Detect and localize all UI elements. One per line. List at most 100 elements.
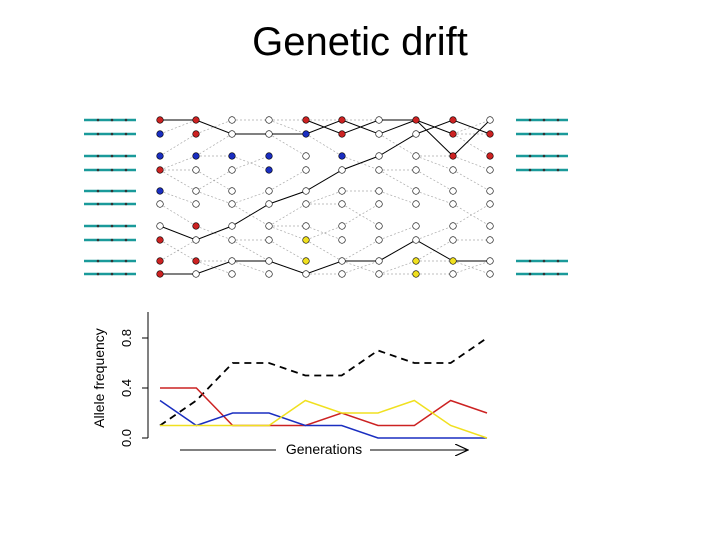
- right-bar-dot: [528, 272, 532, 276]
- left-bar-dot: [96, 202, 100, 206]
- y-axis-label: Allele frequency: [91, 328, 107, 428]
- white-allele-dot: [486, 257, 494, 265]
- left-bar-dot: [124, 238, 128, 242]
- right-bar-dot: [542, 272, 546, 276]
- white-allele-dot: [486, 116, 494, 124]
- left-bar-dot: [96, 189, 100, 193]
- red-allele-dot: [156, 166, 164, 174]
- white-allele-dot: [449, 270, 457, 278]
- left-bar-dot: [110, 272, 114, 276]
- red-allele-dot: [412, 116, 420, 124]
- right-bar-dot: [528, 118, 532, 122]
- red-allele-dot: [156, 257, 164, 265]
- red-allele-dot: [302, 116, 310, 124]
- white-allele-dot: [265, 116, 273, 124]
- grey-lineage-line: [378, 225, 417, 241]
- white-allele-dot: [192, 187, 200, 195]
- right-bar-dot: [528, 168, 532, 172]
- white-allele-dot: [265, 222, 273, 230]
- left-bar-dot: [110, 168, 114, 172]
- y-ticks: 0.0 0.4 0.8: [119, 329, 148, 447]
- blue-allele-dot: [156, 130, 164, 138]
- blue-allele-dot: [228, 152, 236, 160]
- grey-lineage-line: [195, 190, 233, 205]
- red-allele-dot: [192, 222, 200, 230]
- white-allele-dot: [192, 166, 200, 174]
- right-bar-dot: [542, 132, 546, 136]
- white-allele-dot: [412, 200, 420, 208]
- grey-lineage-line: [268, 133, 307, 157]
- right-bar-dot: [556, 118, 560, 122]
- left-bar-dot: [110, 259, 114, 263]
- grey-lineage-line: [195, 119, 233, 135]
- left-bar-dot: [124, 259, 128, 263]
- grey-lineage-line: [341, 203, 380, 227]
- grey-lineage-line: [195, 133, 233, 157]
- blue-allele-dot: [156, 187, 164, 195]
- yellow-allele-dot: [302, 257, 310, 265]
- grey-lineage-line: [452, 133, 491, 157]
- red-allele-dot: [338, 116, 346, 124]
- left-bar-dot: [96, 154, 100, 158]
- grey-lineage-line: [452, 203, 491, 227]
- blue-allele-dot: [302, 130, 310, 138]
- left-bar-dot: [96, 272, 100, 276]
- grey-lineage-line: [305, 190, 343, 205]
- blue-allele-dot: [265, 152, 273, 160]
- grey-lineage-line: [415, 225, 454, 241]
- grey-lineage-line: [159, 190, 197, 205]
- grey-lineage-line: [305, 133, 343, 157]
- grey-lineage-line: [305, 225, 343, 241]
- tracked-lineage-line: [160, 119, 491, 157]
- drift-diagram: [84, 116, 568, 278]
- white-allele-dot: [338, 236, 346, 244]
- grey-lineage-line: [195, 169, 233, 192]
- red-allele-dot: [192, 116, 200, 124]
- left-bar-dot: [96, 132, 100, 136]
- white-allele-dot: [265, 187, 273, 195]
- white-allele-dot: [375, 116, 383, 124]
- white-allele-dot: [486, 270, 494, 278]
- white-allele-dot: [375, 187, 383, 195]
- white-allele-dot: [375, 130, 383, 138]
- white-allele-dot: [412, 166, 420, 174]
- white-allele-dot: [192, 270, 200, 278]
- white-allele-dot: [486, 187, 494, 195]
- white-allele-dot: [449, 236, 457, 244]
- red-allele-dot: [192, 130, 200, 138]
- white-allele-dot: [375, 152, 383, 160]
- left-population-bars: [84, 118, 136, 276]
- slide-title: Genetic drift: [252, 20, 468, 64]
- allele-dots: [156, 116, 494, 278]
- grey-lineage-line: [378, 169, 417, 192]
- yellow-allele-dot: [412, 257, 420, 265]
- grey-lineage-line: [268, 239, 307, 262]
- red-allele-dot: [192, 257, 200, 265]
- grey-lineage-line: [305, 225, 343, 241]
- red-allele-dot: [449, 152, 457, 160]
- grey-lineage-line: [415, 169, 454, 192]
- grey-lineage-line: [159, 169, 197, 192]
- series-group: [159, 337, 488, 439]
- white-allele-dot: [228, 236, 236, 244]
- white-allele-dot: [265, 257, 273, 265]
- grey-lineage-line: [231, 190, 270, 205]
- white-allele-dot: [412, 130, 420, 138]
- red-allele-dot: [486, 152, 494, 160]
- white-allele-dot: [449, 200, 457, 208]
- white-allele-dot: [265, 270, 273, 278]
- white-allele-dot: [302, 222, 310, 230]
- white-allele-dot: [228, 187, 236, 195]
- left-bar-dot: [110, 154, 114, 158]
- white-allele-dot: [265, 130, 273, 138]
- red-allele-dot: [156, 236, 164, 244]
- white-allele-dot: [228, 116, 236, 124]
- white-allele-dot: [449, 187, 457, 195]
- red-allele-dot: [486, 130, 494, 138]
- grey-lineage-line: [231, 239, 270, 262]
- grey-lineage-line: [452, 155, 491, 171]
- left-bar-dot: [124, 272, 128, 276]
- white-allele-dot: [412, 222, 420, 230]
- white-allele-dot: [192, 236, 200, 244]
- grey-lineage-line: [231, 155, 270, 171]
